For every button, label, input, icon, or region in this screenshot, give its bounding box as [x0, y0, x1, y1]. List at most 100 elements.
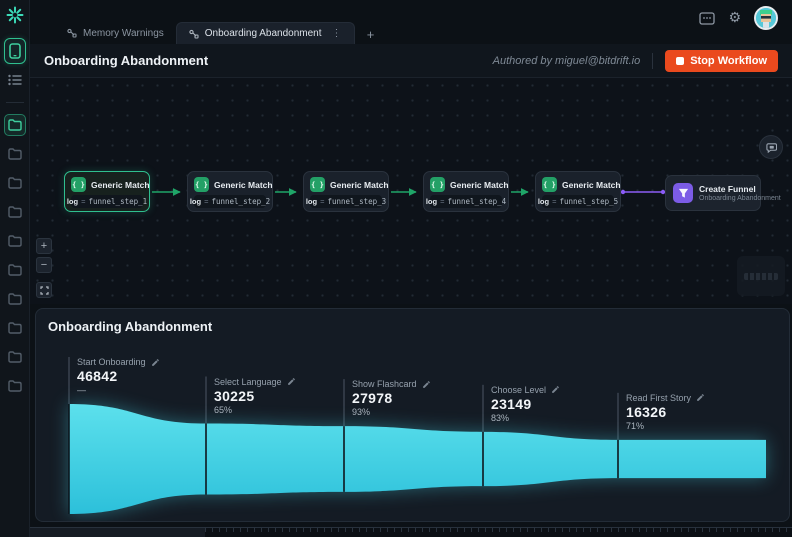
sidebar-item-devices[interactable]: [3, 38, 26, 64]
tab-memory-warnings[interactable]: Memory Warnings: [55, 22, 176, 44]
folder-icon: [7, 206, 22, 218]
zoom-out-button[interactable]: −: [36, 257, 52, 273]
edit-stage-icon[interactable]: [422, 380, 431, 389]
folder-icon: [7, 264, 22, 276]
stop-icon: [676, 56, 685, 65]
sidebar-folder[interactable]: [4, 259, 26, 281]
sidebar-divider: [5, 102, 24, 103]
funnel-chart: [68, 357, 766, 514]
funnel-panel-title: Onboarding Abandonment: [48, 319, 213, 334]
list-icon: [7, 74, 22, 86]
sidebar-folder[interactable]: [4, 288, 26, 310]
avatar-pixel-art: [756, 8, 776, 28]
sidebar-folder-active[interactable]: [3, 114, 26, 136]
workflow-header: Onboarding Abandonment Authored by migue…: [30, 44, 792, 78]
dashed-placeholder: [744, 272, 778, 280]
header-divider: [652, 52, 654, 69]
node-title: Create Funnel: [699, 184, 756, 194]
braces-icon: { }: [71, 177, 86, 192]
bitdrift-logo-icon: [6, 6, 23, 24]
funnel-icon: [673, 183, 693, 203]
bottom-panel-left-segment: [30, 528, 205, 537]
sidebar-folder[interactable]: [4, 143, 26, 165]
expand-icon: [39, 285, 49, 295]
sidebar-folder[interactable]: [4, 230, 26, 252]
node-title: Generic Match: [330, 179, 389, 190]
funnel-stage-value: 46842: [77, 368, 118, 384]
braces-icon: { }: [310, 177, 325, 192]
funnel-stage-value: 16326: [626, 403, 667, 420]
funnel-stage: Select Language 30225 65%: [214, 377, 296, 415]
tab-bar: Memory Warnings Onboarding Abandonment ⋮…: [30, 22, 792, 44]
sidebar-folder[interactable]: [4, 375, 26, 397]
funnel-stage-conversion: 71%: [626, 420, 645, 431]
edit-stage-icon[interactable]: [287, 377, 296, 386]
workflow-icon: [67, 28, 77, 38]
fit-view-button[interactable]: [36, 282, 52, 298]
stop-workflow-button[interactable]: Stop Workflow: [665, 49, 778, 72]
node-title: Generic Match: [562, 179, 621, 190]
chat-button[interactable]: [759, 135, 783, 159]
sidebar-folder[interactable]: [4, 317, 26, 339]
funnel-stage-conversion: —: [77, 385, 86, 395]
workflow-icon: [189, 29, 199, 39]
settings-gear-icon[interactable]: ⚙: [728, 10, 741, 26]
sidebar-folder[interactable]: [4, 172, 26, 194]
zoom-in-button[interactable]: +: [36, 238, 52, 254]
left-sidebar: [0, 0, 30, 537]
funnel-stage-conversion: 83%: [491, 412, 510, 423]
node-condition: log = funnel_step_3: [305, 195, 387, 208]
node-generic-match-3[interactable]: { } Generic Match log = funnel_step_3: [303, 171, 389, 212]
sidebar-folder[interactable]: [4, 346, 26, 368]
user-avatar[interactable]: [754, 6, 778, 30]
funnel-stage-label: Choose Level: [491, 384, 547, 395]
sidebar-item-list[interactable]: [4, 70, 26, 90]
tab-menu-icon[interactable]: ⋮: [331, 28, 342, 39]
stop-workflow-label: Stop Workflow: [690, 54, 767, 67]
node-generic-match-2[interactable]: { } Generic Match log = funnel_step_2: [187, 171, 273, 212]
chat-bubble-icon: [765, 142, 777, 153]
feedback-icon[interactable]: [699, 11, 716, 25]
funnel-stage: Choose Level 23149 83%: [491, 385, 560, 423]
funnel-stage-value: 27978: [352, 390, 393, 407]
canvas-zoom-controls: + −: [36, 238, 52, 298]
tab-label: Memory Warnings: [83, 27, 164, 39]
node-condition: log = funnel_step_2: [189, 195, 271, 208]
tab-label: Onboarding Abandonment: [204, 28, 322, 39]
node-title: Generic Match: [91, 179, 150, 190]
edit-stage-icon[interactable]: [151, 358, 160, 367]
funnel-stage: Read First Story 16326 71%: [626, 393, 705, 431]
add-tab-button[interactable]: +: [366, 26, 375, 42]
braces-icon: { }: [542, 177, 557, 192]
placeholder-node: [737, 256, 785, 296]
funnel-stage: Show Flashcard 27978 93%: [352, 379, 431, 417]
folder-icon: [7, 148, 22, 160]
funnel-stage-label: Read First Story: [626, 392, 692, 403]
node-condition: log = funnel_step_1: [66, 195, 148, 208]
node-title: Generic Match: [214, 179, 273, 190]
funnel-stage-label: Start Onboarding: [77, 357, 146, 367]
folder-icon: [7, 177, 22, 189]
node-generic-match-5[interactable]: { } Generic Match log = funnel_step_5: [535, 171, 621, 212]
funnel-stage-conversion: 65%: [214, 404, 233, 415]
folder-icon: [7, 322, 22, 334]
node-create-funnel[interactable]: Create Funnel Onboarding Abandonment: [665, 175, 781, 211]
authored-by-text: Authored by miguel@bitdrift.io: [492, 54, 641, 67]
top-right-actions: ⚙: [699, 6, 778, 30]
braces-icon: { }: [194, 177, 209, 192]
sidebar-folder[interactable]: [4, 201, 26, 223]
edit-stage-icon[interactable]: [696, 393, 705, 402]
funnel-stage-value: 23149: [491, 395, 532, 412]
node-generic-match-1[interactable]: { } Generic Match log = funnel_step_1: [64, 171, 150, 212]
edit-stage-icon[interactable]: [551, 385, 560, 394]
folder-icon: [7, 380, 22, 392]
node-title: Generic Match: [450, 179, 509, 190]
workflow-canvas[interactable]: { } Generic Match log = funnel_step_1 { } Ge…: [30, 78, 792, 304]
folder-icon: [7, 119, 22, 131]
node-generic-match-4[interactable]: { } Generic Match log = funnel_step_4: [423, 171, 509, 212]
node-condition: log = funnel_step_4: [425, 195, 507, 208]
page-title: Onboarding Abandonment: [44, 53, 209, 68]
tab-onboarding-abandonment[interactable]: Onboarding Abandonment ⋮: [175, 22, 355, 44]
funnel-stage-label: Select Language: [214, 376, 282, 387]
